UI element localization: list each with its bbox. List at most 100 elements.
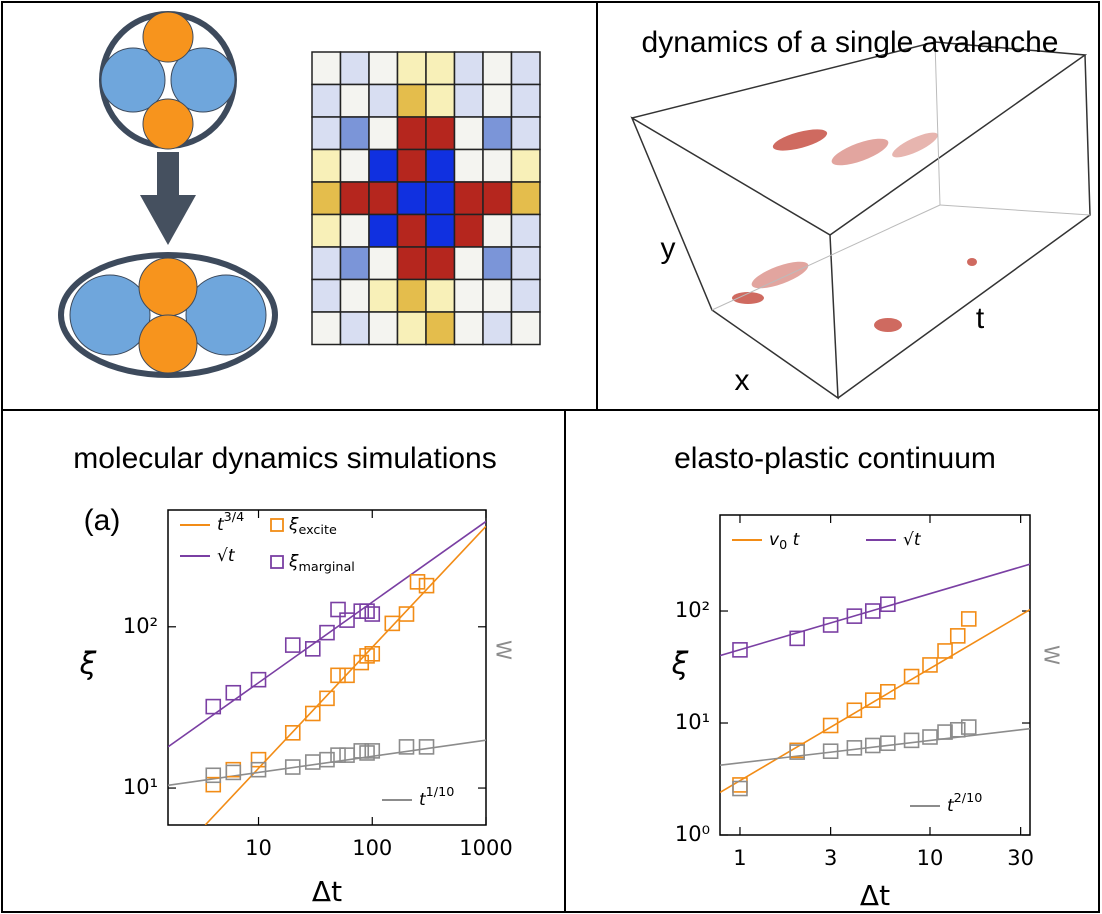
data-point xyxy=(400,607,414,621)
label-sup: 2/10 xyxy=(954,791,983,806)
blob xyxy=(874,318,902,332)
label-base: ξ xyxy=(288,552,299,572)
grid-cell xyxy=(426,117,455,150)
grid-cell xyxy=(369,215,398,248)
avalanche-box: dynamics of a single avalanche y x t xyxy=(632,26,1090,398)
grid-cell xyxy=(369,247,398,280)
data-point xyxy=(385,616,399,630)
data-point xyxy=(881,736,895,750)
blob xyxy=(749,256,812,293)
blob xyxy=(967,258,977,266)
grid-cell xyxy=(455,280,484,313)
data-point xyxy=(306,706,320,720)
grid-cell xyxy=(341,215,370,248)
grid-cell xyxy=(369,117,398,150)
grid-cell xyxy=(369,280,398,313)
data-point xyxy=(420,740,434,754)
page: dynamics of a single avalanche y x t mol… xyxy=(0,0,1102,914)
legend-label: t2/10 xyxy=(947,791,982,817)
box-edge xyxy=(632,42,1085,235)
box-edge xyxy=(838,55,1090,398)
x-axis-label: Δt xyxy=(860,879,890,912)
y-axis-label: ξ xyxy=(671,647,689,682)
grid-cell xyxy=(312,280,341,313)
grid-cell xyxy=(483,117,512,150)
legend-label: √t xyxy=(903,530,922,550)
grid-cell xyxy=(341,117,370,150)
chart-title: elasto-plastic continuum xyxy=(674,442,996,475)
arrow xyxy=(140,195,196,245)
grid-cell xyxy=(398,280,427,313)
particle xyxy=(143,12,193,62)
grid-cell xyxy=(455,150,484,183)
grid-cell xyxy=(398,247,427,280)
grid-cell xyxy=(455,247,484,280)
y-tick-label: 10² xyxy=(675,598,710,622)
grid-cell xyxy=(426,215,455,248)
axis-label: x xyxy=(735,364,750,397)
y-tick-label: 10¹ xyxy=(675,710,710,734)
box-edge-hidden xyxy=(940,205,1090,215)
axis-label: y xyxy=(661,232,676,265)
data-point xyxy=(331,668,345,682)
grid-cell xyxy=(426,247,455,280)
panel-border xyxy=(565,410,1099,912)
grid-cell xyxy=(455,52,484,85)
grid-cell xyxy=(312,117,341,150)
data-point xyxy=(306,755,320,769)
grid-cell xyxy=(512,52,541,85)
x-axis-label: Δt xyxy=(312,875,342,908)
particle xyxy=(139,258,197,316)
y-axis-label: ξ xyxy=(79,647,97,682)
particle xyxy=(139,315,197,373)
grid-cell xyxy=(398,117,427,150)
axis-label: t xyxy=(976,302,985,335)
grid-cell xyxy=(341,280,370,313)
grid-cell xyxy=(483,280,512,313)
label-tail: t xyxy=(787,530,800,550)
legend-label: t3/4 xyxy=(217,510,244,536)
blob xyxy=(829,133,892,170)
label-base: √t xyxy=(217,546,236,566)
plot-area xyxy=(720,564,1030,795)
y-tick-label: 10¹ xyxy=(123,775,158,799)
legend-label: ξexcite xyxy=(288,515,337,538)
label-base: √t xyxy=(903,530,922,550)
label-sub: 0 xyxy=(779,538,787,553)
data-point xyxy=(938,725,952,739)
legend-marker xyxy=(271,556,283,568)
grid-cell xyxy=(455,182,484,215)
grid-cell xyxy=(369,150,398,183)
x-tick-label: 1000 xyxy=(459,836,512,860)
label-sup: 1/10 xyxy=(426,785,455,800)
data-point xyxy=(847,741,861,755)
grid-cell xyxy=(369,312,398,345)
grid-cell xyxy=(341,85,370,118)
data-point xyxy=(866,738,880,752)
plot-frame xyxy=(720,515,1030,835)
data-point xyxy=(938,644,952,658)
grid-cell xyxy=(398,312,427,345)
panel-title: dynamics of a single avalanche xyxy=(642,26,1059,59)
data-point xyxy=(411,575,425,589)
grid-cell xyxy=(483,312,512,345)
grid-cell xyxy=(341,247,370,280)
fit-line xyxy=(168,740,486,785)
grid-cell xyxy=(426,312,455,345)
legend-label: ξmarginal xyxy=(288,552,355,575)
x-tick-label: 100 xyxy=(352,836,392,860)
legend-label: v0 t xyxy=(769,530,801,553)
particle xyxy=(70,275,150,355)
grid-cell xyxy=(455,215,484,248)
label-sub: marginal xyxy=(298,560,354,575)
data-point xyxy=(962,612,976,626)
legend-marker xyxy=(271,519,283,531)
figure: dynamics of a single avalanche y x t mol… xyxy=(0,0,1102,914)
data-point xyxy=(286,638,300,652)
data-point xyxy=(252,753,266,767)
x-tick-label: 10 xyxy=(917,846,944,870)
grid-cell xyxy=(312,150,341,183)
y-tick-label: 10⁰ xyxy=(675,822,710,846)
grid-cell xyxy=(483,52,512,85)
grid-cell xyxy=(512,312,541,345)
